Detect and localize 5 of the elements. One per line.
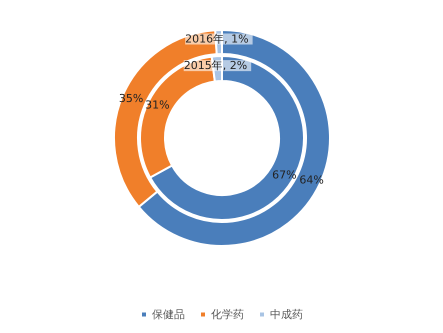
legend-label: 中成药 bbox=[270, 308, 303, 321]
legend-label: 保健品 bbox=[152, 308, 185, 321]
data-label: 2016年, 1% bbox=[185, 32, 249, 46]
legend-label: 化学药 bbox=[211, 308, 244, 321]
data-label: 2015年, 2% bbox=[184, 59, 248, 72]
